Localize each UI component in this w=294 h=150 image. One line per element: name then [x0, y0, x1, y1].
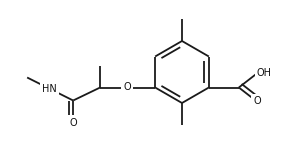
Text: OH: OH — [257, 69, 272, 78]
Text: O: O — [123, 82, 131, 93]
Text: O: O — [69, 117, 77, 128]
Text: HN: HN — [42, 84, 56, 93]
Text: O: O — [253, 96, 261, 106]
